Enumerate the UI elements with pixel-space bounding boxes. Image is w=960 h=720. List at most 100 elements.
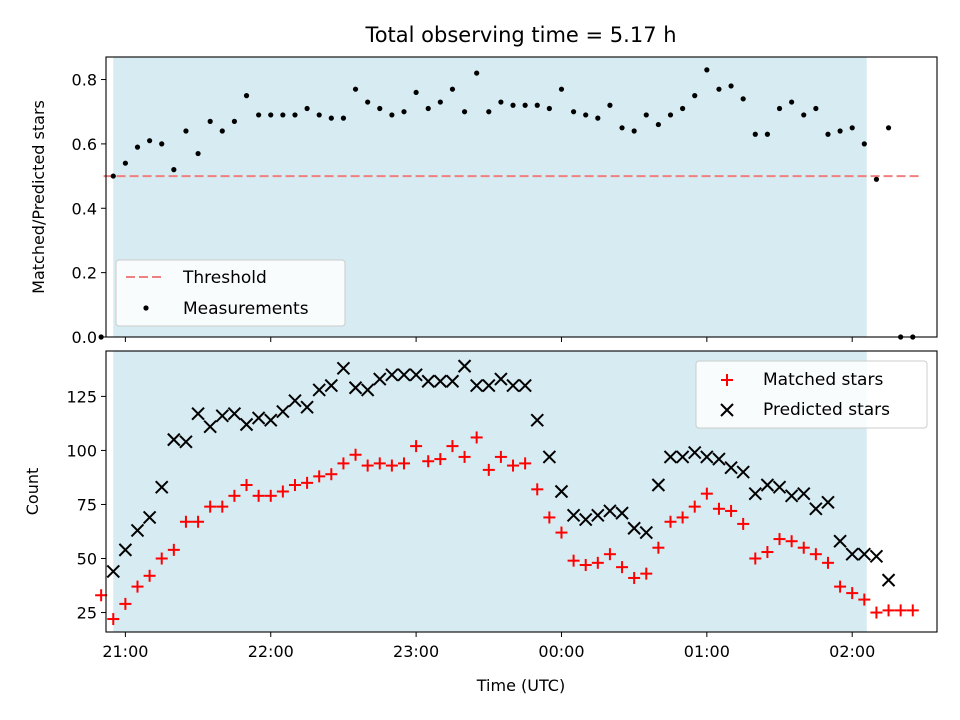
x-tick-label: 23:00 <box>393 642 439 661</box>
legend-predicted-label: Predicted stars <box>763 400 890 420</box>
measurement-point <box>486 109 492 115</box>
matched-star-point <box>216 500 229 513</box>
matched-star-point <box>894 604 907 617</box>
measurement-point <box>195 150 201 157</box>
predicted-star-point <box>421 374 435 388</box>
predicted-star-point <box>688 445 702 460</box>
predicted-star-point <box>772 480 787 494</box>
matched-star-point <box>434 453 447 466</box>
chart-title: Total observing time = 5.17 h <box>364 23 676 47</box>
matched-star-point <box>664 515 677 528</box>
matched-star-point <box>240 479 253 492</box>
predicted-star-point <box>251 411 266 425</box>
measurement-point <box>692 93 698 99</box>
x-tick-label: 01:00 <box>684 642 730 661</box>
legend-matched-label: Matched stars <box>763 370 883 390</box>
measurement-point <box>667 112 674 118</box>
bottom-y-tick-label: 50 <box>77 550 97 569</box>
matched-star-point <box>700 487 713 500</box>
matched-star-point <box>846 587 859 600</box>
matched-star-point <box>676 511 689 524</box>
predicted-star-point <box>881 573 896 587</box>
matched-star-point <box>507 459 520 472</box>
matched-star-point <box>422 455 435 468</box>
predicted-star-point <box>397 368 411 382</box>
top-y-tick-label: 0.8 <box>72 71 97 90</box>
top-x-ticks <box>124 337 853 342</box>
measurement-point <box>280 112 286 118</box>
measurement-point <box>292 112 298 118</box>
predicted-star-point <box>179 435 193 449</box>
matched-star-point <box>131 580 144 593</box>
predicted-legend-swatch <box>720 403 734 417</box>
measurement-point <box>558 86 565 92</box>
measurements-legend-swatch <box>143 305 149 311</box>
measurement-point <box>449 86 456 92</box>
measurement-point <box>885 125 892 131</box>
matched-star-point <box>446 440 459 453</box>
matched-star-point <box>288 479 301 492</box>
predicted-star-point <box>615 506 629 520</box>
matched-star-point <box>725 504 738 517</box>
measurement-point <box>704 67 710 73</box>
predicted-star-point <box>578 512 593 527</box>
predicted-star-point <box>651 478 666 492</box>
measurement-point <box>413 89 419 96</box>
matched-star-point <box>143 569 156 582</box>
matched-star-point <box>95 589 108 602</box>
predicted-star-point <box>821 495 835 510</box>
predicted-star-point <box>118 543 133 557</box>
predicted-star-point <box>324 378 339 393</box>
measurement-point <box>776 105 783 112</box>
predicted-star-point <box>191 406 205 421</box>
x-tick-label: 00:00 <box>538 642 584 661</box>
measurement-point <box>425 105 431 112</box>
measurement-point <box>740 96 746 102</box>
top-y-axis-label: Matched/Predicted stars <box>29 100 48 294</box>
predicted-star-point <box>797 486 811 501</box>
matched-star-point <box>531 483 544 496</box>
predicted-star-point <box>167 432 181 447</box>
predicted-star-point <box>700 450 714 464</box>
predicted-star-point <box>736 465 750 479</box>
matched-star-point <box>603 548 616 561</box>
bottom-y-tick-label: 125 <box>66 387 97 406</box>
matched-star-point <box>785 535 798 548</box>
top-axes: 0.00.20.40.60.8 Matched/Predicted stars … <box>29 56 938 347</box>
bottom-axes-frame <box>105 350 938 633</box>
measurement-point <box>159 141 165 147</box>
measurement-point <box>474 70 480 76</box>
measurement-point <box>328 115 334 121</box>
matched-star-point <box>155 552 168 565</box>
predicted-star-point <box>482 378 496 393</box>
top-y-tick-label: 0.6 <box>72 135 97 154</box>
predicted-star-point <box>724 461 738 475</box>
x-tick-label: 21:00 <box>102 642 148 661</box>
matched-star-point <box>494 450 507 463</box>
predicted-star-point <box>760 478 775 492</box>
predicted-star-point <box>409 368 423 382</box>
matched-star-point <box>712 502 725 515</box>
bottom-axes: 25 50 75 100 125 21:00 22:00 23:00 00:00 01:00 02… <box>23 350 938 695</box>
predicted-star-point <box>215 409 229 423</box>
measurement-point <box>316 112 322 118</box>
measurement-point <box>147 138 153 144</box>
measurement-point <box>728 83 734 89</box>
matched-star-point <box>579 558 592 571</box>
matched-star-point <box>179 515 192 528</box>
measurement-point <box>764 131 771 137</box>
matched-star-point <box>276 485 289 498</box>
matched-star-point <box>749 552 762 565</box>
predicted-star-point <box>142 510 157 525</box>
bottom-y-tick-label: 25 <box>77 604 97 623</box>
matched-star-point <box>628 571 641 584</box>
matched-star-point <box>458 450 471 463</box>
predicted-star-point <box>809 502 823 516</box>
matched-stars-series <box>95 431 919 626</box>
measurement-point <box>861 141 867 147</box>
bottom-y-ticks: 25 50 75 100 125 <box>66 387 106 623</box>
measurement-point <box>752 131 758 137</box>
predicted-star-point <box>373 372 387 386</box>
matched-star-point <box>543 511 556 524</box>
predicted-star-point <box>203 419 217 434</box>
